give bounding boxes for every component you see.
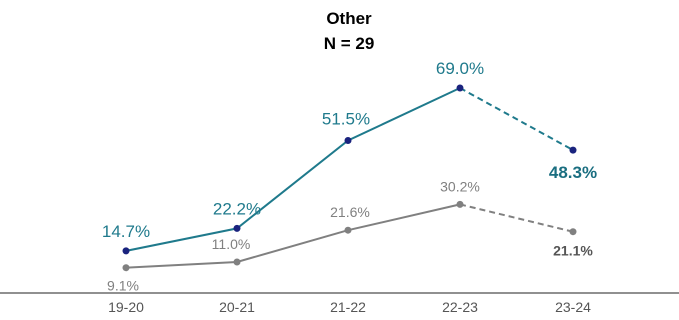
series-0-point-2 bbox=[344, 137, 352, 144]
chart-title: Other bbox=[326, 9, 372, 28]
x-axis-ticks: 19-20 20-21 21-22 22-23 23-24 bbox=[108, 299, 591, 315]
series-0-data-label-0: 14.7% bbox=[102, 222, 150, 241]
series-0-data-label-2: 51.5% bbox=[322, 110, 370, 129]
series-1-data-label-2: 21.6% bbox=[330, 204, 370, 220]
series-1-point-0 bbox=[122, 264, 130, 272]
x-tick-label-3: 22-23 bbox=[442, 299, 478, 315]
x-tick-label-4: 23-24 bbox=[555, 299, 591, 315]
x-tick-label-2: 21-22 bbox=[330, 299, 366, 315]
chart-subtitle: N = 29 bbox=[324, 34, 375, 53]
x-tick-label-0: 19-20 bbox=[108, 299, 144, 315]
series-0-point-4 bbox=[569, 146, 577, 154]
series-1-point-3 bbox=[456, 200, 464, 208]
series-layer: 14.7% 22.2% 51.5% 69.0% 48.3% 9.1% 11.0% 21.6% 3… bbox=[102, 59, 597, 294]
series-0-projection-line bbox=[459, 87, 574, 151]
series-0-line bbox=[125, 87, 461, 252]
series-1-data-label-0: 9.1% bbox=[107, 278, 139, 294]
series-0-data-label-3: 69.0% bbox=[436, 59, 484, 78]
series-1: 9.1% 11.0% 21.6% 30.2% 21.1% bbox=[107, 178, 593, 293]
series-0-data-label-1: 22.2% bbox=[213, 199, 261, 218]
series-0-point-3 bbox=[456, 84, 464, 92]
series-0-point-0 bbox=[122, 247, 130, 255]
series-0: 14.7% 22.2% 51.5% 69.0% 48.3% bbox=[102, 59, 597, 255]
series-1-data-label-3: 30.2% bbox=[440, 178, 480, 194]
series-1-line bbox=[125, 203, 461, 269]
series-1-point-2 bbox=[344, 226, 352, 234]
series-1-point-4 bbox=[569, 228, 577, 236]
series-1-data-label-1: 11.0% bbox=[212, 236, 251, 252]
series-1-projection-line bbox=[459, 203, 574, 233]
series-1-data-label-4: 21.1% bbox=[553, 243, 593, 259]
series-0-point-1 bbox=[233, 224, 241, 232]
x-tick-label-1: 20-21 bbox=[219, 299, 255, 315]
series-0-data-label-4: 48.3% bbox=[549, 163, 597, 182]
series-1-point-1 bbox=[233, 258, 241, 266]
